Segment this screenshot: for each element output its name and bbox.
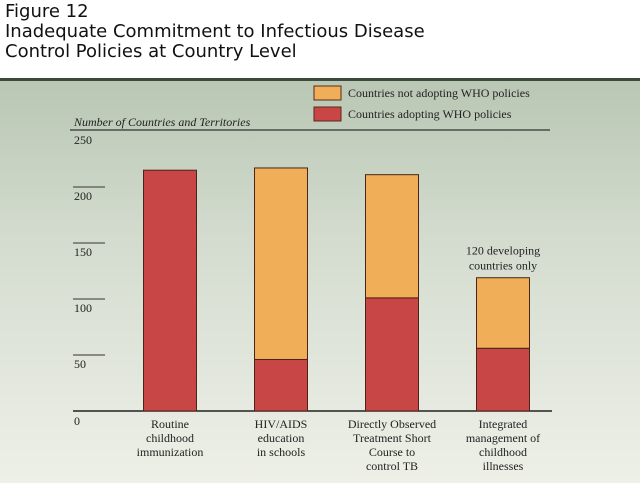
legend-swatch bbox=[313, 85, 342, 101]
title-line: Inadequate Commitment to Infectious Dise… bbox=[5, 21, 425, 42]
y-tick-label: 50 bbox=[74, 357, 86, 371]
bar-segment bbox=[365, 174, 419, 299]
y-tick-label: 100 bbox=[74, 301, 92, 315]
y-tick-label: 200 bbox=[74, 189, 92, 203]
legend-label: Countries adopting WHO policies bbox=[348, 107, 512, 121]
bar-segment bbox=[143, 169, 197, 412]
bar-segment bbox=[476, 277, 530, 349]
title-line: Figure 12 bbox=[5, 1, 89, 22]
y-tick-label: 250 bbox=[74, 133, 92, 147]
annotation: countries only bbox=[469, 259, 537, 273]
x-tick-label: Directly Observed bbox=[348, 417, 436, 431]
y-tick-label: 0 bbox=[74, 414, 80, 428]
x-tick-label: Routine bbox=[151, 417, 189, 431]
x-tick-label: education bbox=[258, 431, 305, 445]
bar-segment bbox=[365, 297, 419, 412]
x-tick-label: Integrated bbox=[479, 417, 528, 431]
x-tick-label: management of bbox=[466, 431, 540, 445]
x-tick-label: Treatment Short bbox=[353, 431, 432, 445]
figure-title: Figure 12 Inadequate Commitment to Infec… bbox=[5, 2, 425, 62]
title-line: Control Policies at Country Level bbox=[5, 41, 297, 62]
legend-swatch bbox=[313, 106, 342, 122]
chart-panel bbox=[0, 78, 640, 483]
x-tick-label: childhood bbox=[479, 445, 527, 459]
x-tick-label: in schools bbox=[257, 445, 306, 459]
x-tick-label: illnesses bbox=[483, 459, 524, 473]
legend-label: Countries not adopting WHO policies bbox=[348, 86, 530, 100]
x-tick-label: HIV/AIDS bbox=[255, 417, 308, 431]
y-tick-label: 150 bbox=[74, 245, 92, 259]
x-tick-label: control TB bbox=[366, 459, 418, 473]
y-axis-label: Number of Countries and Territories bbox=[73, 115, 251, 129]
x-tick-label: childhood bbox=[146, 431, 194, 445]
x-tick-label: Course to bbox=[369, 445, 415, 459]
bar-segment bbox=[476, 347, 530, 412]
annotation: 120 developing bbox=[466, 244, 540, 258]
bar-segment bbox=[254, 358, 308, 412]
bar-segment bbox=[254, 167, 308, 360]
x-tick-label: immunization bbox=[137, 445, 204, 459]
